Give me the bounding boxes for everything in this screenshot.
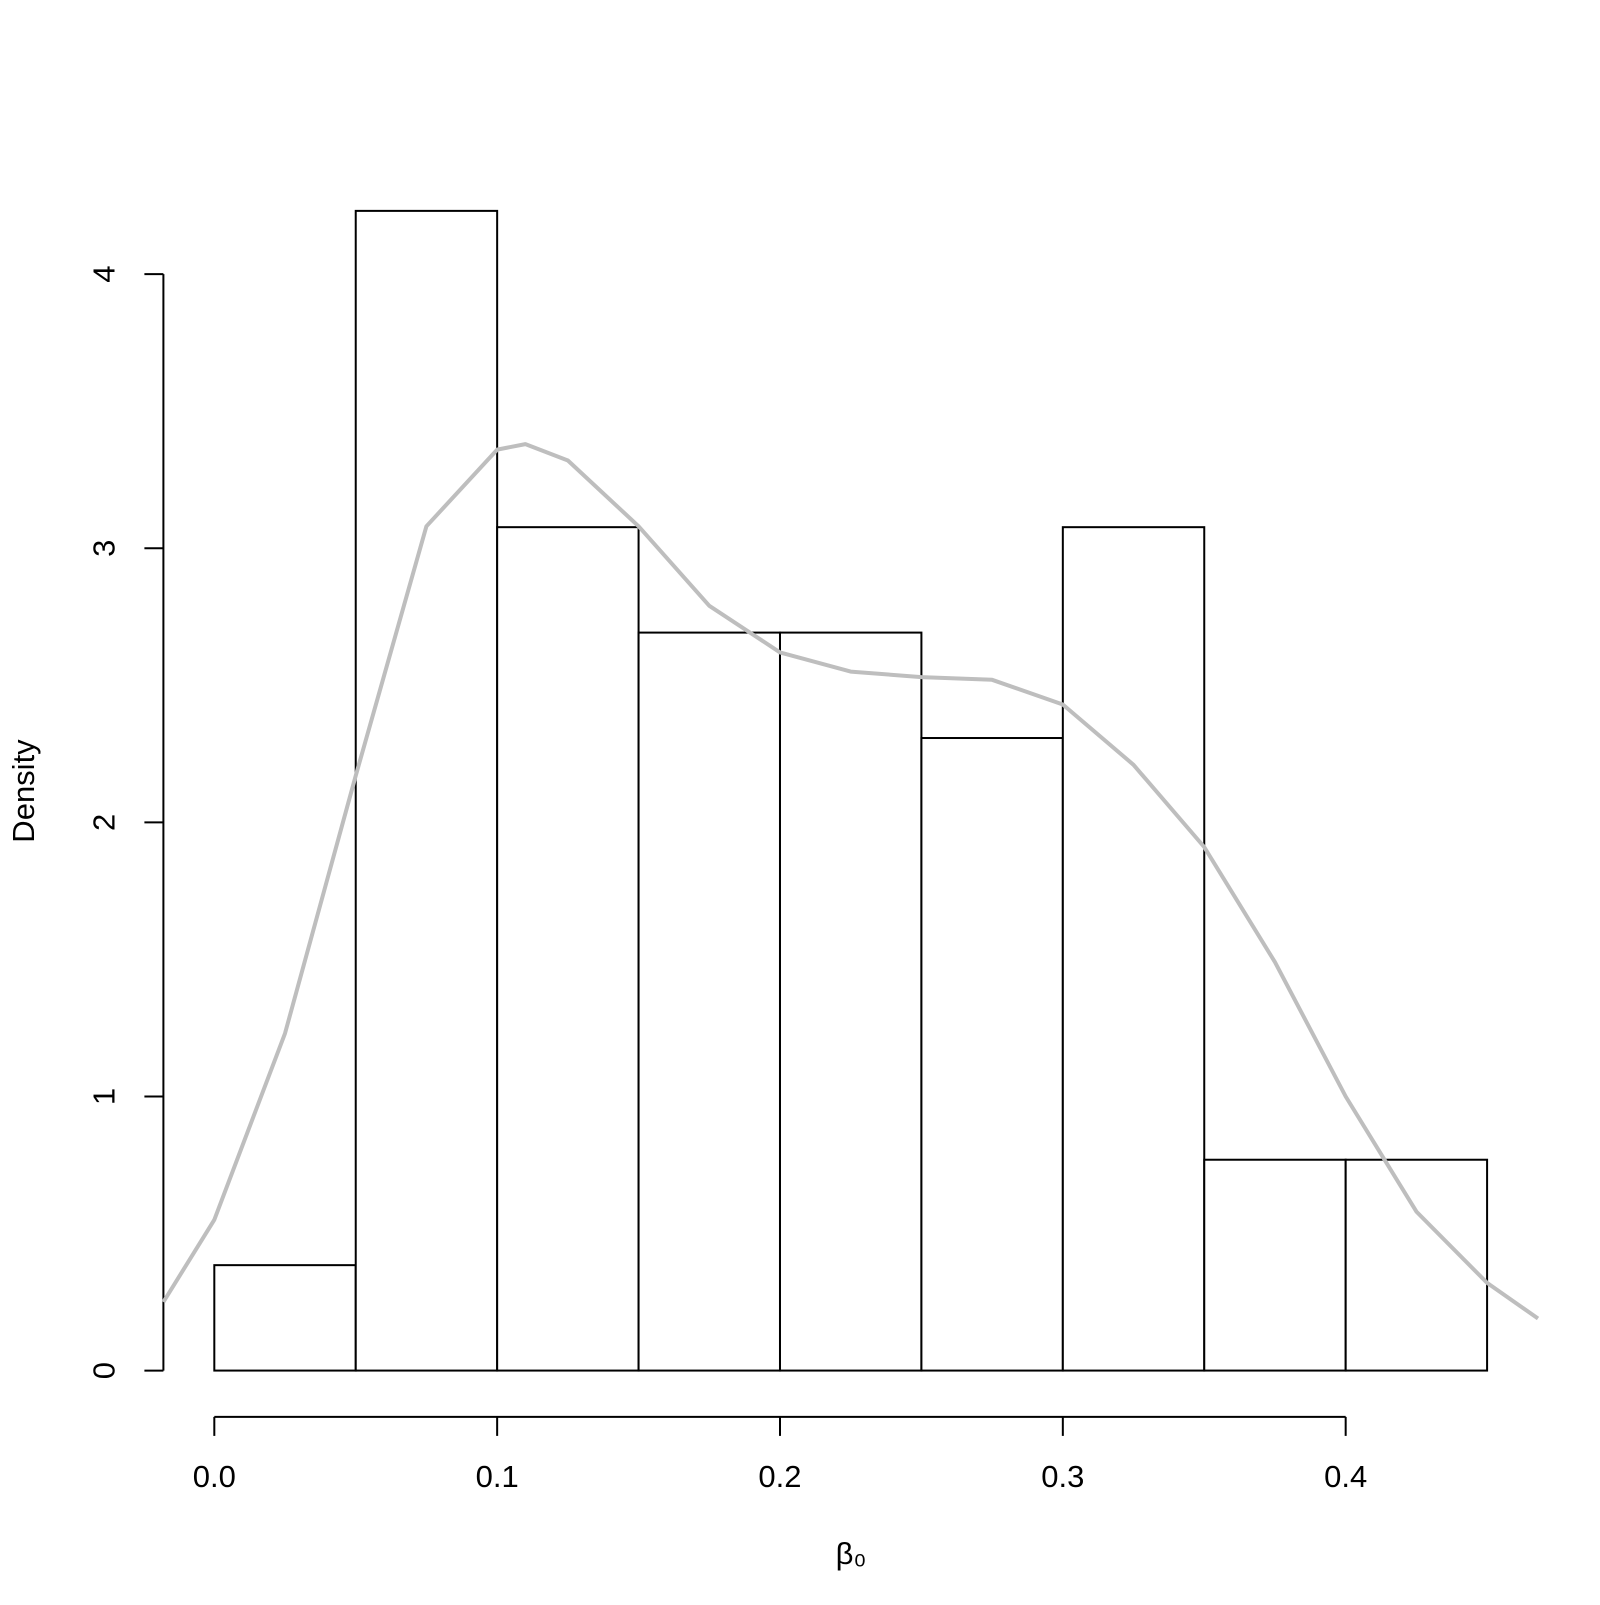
histogram-bar [637,631,781,1372]
x-tick-label: 0.4 [1324,1459,1367,1494]
histogram-bar [778,631,923,1372]
histogram-bar [496,526,640,1372]
histogram-bar [354,209,499,1372]
x-axis-title: β₀ [836,1536,867,1571]
x-tick-label: 0.3 [1041,1459,1084,1494]
histogram-bar [1203,1158,1347,1372]
y-axis-title: Density [6,739,41,843]
y-tick-label: 1 [87,1088,122,1105]
density-curve [161,442,1540,1321]
histogram-bar [213,1264,357,1372]
y-tick-label: 0 [87,1362,122,1379]
histogram-bar [1061,526,1206,1372]
y-tick-label: 3 [87,540,122,557]
x-tick-label: 0.2 [758,1459,801,1494]
y-tick-label: 2 [87,814,122,831]
x-tick-label: 0.0 [193,1459,236,1494]
histogram-bar [1344,1158,1489,1372]
histogram-bar [920,737,1064,1372]
y-tick-label: 4 [87,266,122,283]
x-tick-label: 0.1 [476,1459,519,1494]
